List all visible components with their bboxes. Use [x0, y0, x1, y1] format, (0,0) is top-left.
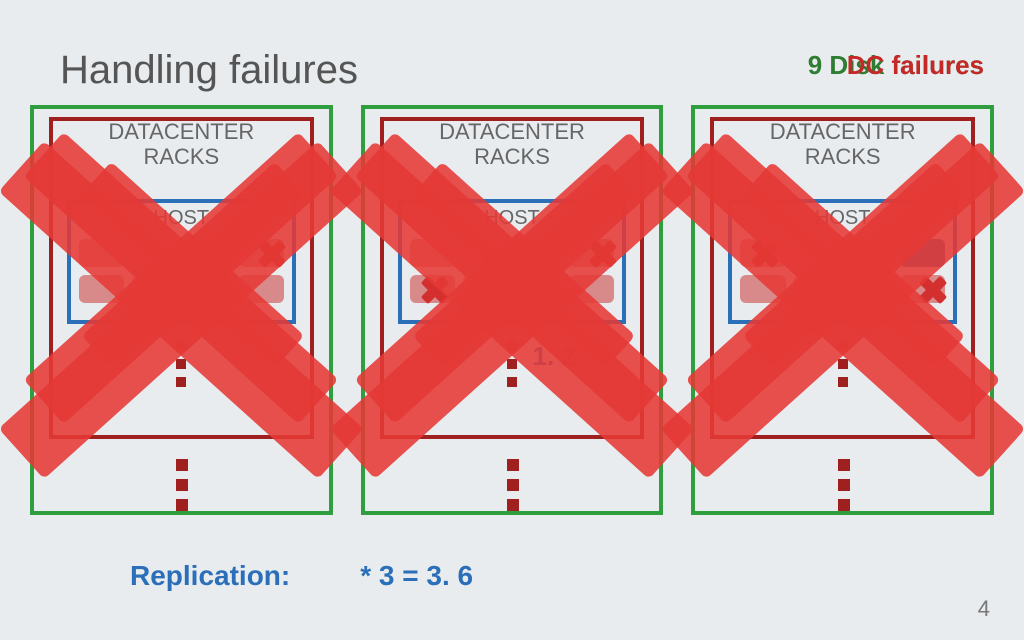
host: HOST: [67, 199, 296, 324]
disk-icon: [847, 275, 892, 303]
host: HOST: [398, 199, 627, 324]
ellipsis-vertical-icon: [176, 341, 186, 387]
disk-row: [410, 239, 615, 267]
disk-icon: [132, 275, 177, 303]
ellipsis-vertical-icon: [507, 341, 517, 387]
datacenter-label: DATACENTERRACKS: [695, 119, 990, 170]
ellipsis-vertical-icon: [838, 459, 848, 511]
datacenter-label: DATACENTERRACKS: [34, 119, 329, 170]
disk-icon: [132, 239, 177, 267]
failure-count-red-overlay: DC failures: [847, 50, 984, 81]
disk-icon: [569, 239, 614, 267]
disk-row: [740, 239, 945, 267]
disk-icon: [239, 275, 284, 303]
disk-icon: [740, 275, 785, 303]
datacenter: DATACENTERRACKS HOST 1. 2: [361, 105, 664, 515]
disk-row: [410, 275, 615, 303]
disk-icon: [847, 239, 892, 267]
disk-row: [79, 239, 284, 267]
datacenter-label: DATACENTERRACKS: [365, 119, 660, 170]
disk-icon: [463, 275, 508, 303]
datacenter: DATACENTERRACKS HOST: [30, 105, 333, 515]
ellipsis-vertical-icon: [507, 459, 517, 511]
ratio-value: 1. 2: [533, 341, 576, 372]
ellipsis-vertical-icon: [838, 341, 848, 387]
disk-icon: [794, 275, 839, 303]
page-number: 4: [978, 596, 990, 622]
host-label: HOST: [732, 207, 953, 230]
disk-icon: [410, 239, 455, 267]
replication-label: Replication:: [130, 560, 290, 592]
disk-row: [79, 275, 284, 303]
disk-icon: [516, 239, 561, 267]
disk-icon: [900, 275, 945, 303]
replication-expr: * 3 = 3. 6: [360, 560, 473, 592]
disk-row: [740, 275, 945, 303]
host-label: HOST: [402, 207, 623, 230]
disk-icon: [569, 275, 614, 303]
disk-icon: [79, 239, 124, 267]
ellipsis-vertical-icon: [176, 459, 186, 511]
slide-title: Handling failures: [60, 48, 358, 93]
replication-line: Replication: * 3 = 3. 6: [0, 560, 1024, 592]
disk-icon: [900, 239, 945, 267]
disk-icon: [794, 239, 839, 267]
host-label: HOST: [71, 207, 292, 230]
disk-icon: [410, 275, 455, 303]
disk-icon: [185, 275, 230, 303]
disk-icon: [463, 239, 508, 267]
disk-icon: [185, 239, 230, 267]
datacenter: DATACENTERRACKS HOST: [691, 105, 994, 515]
host: HOST: [728, 199, 957, 324]
disk-icon: [79, 275, 124, 303]
disk-icon: [239, 239, 284, 267]
failure-count-label: 9 Disk failures DC failures: [808, 50, 984, 81]
disk-icon: [516, 275, 561, 303]
datacenter-row: DATACENTERRACKS HOST DATACENTERRACKS HOST 1.…: [30, 105, 994, 515]
disk-icon: [740, 239, 785, 267]
